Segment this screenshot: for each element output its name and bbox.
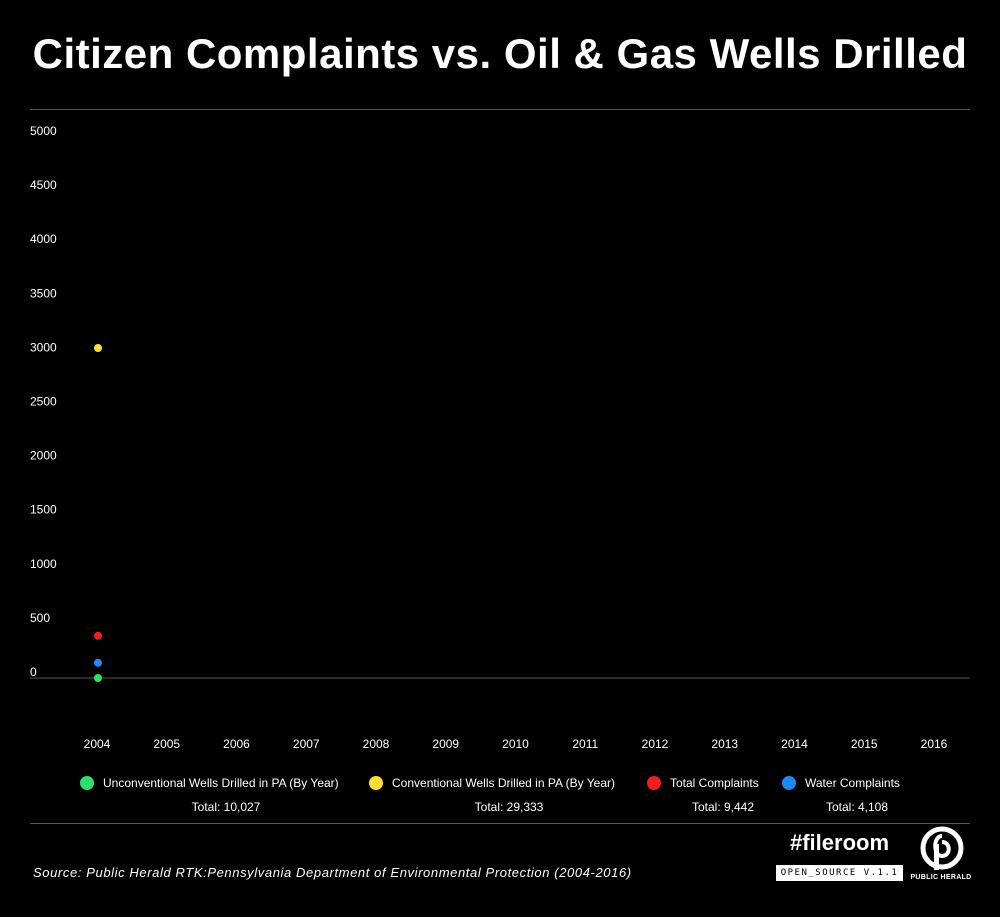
- data-point: [94, 343, 102, 352]
- title-divider: [30, 109, 970, 110]
- logo-wordmark: PUBLIC HERALD: [910, 874, 972, 881]
- y-tick-label: 4500: [30, 178, 57, 192]
- legend-label: Water Complaints: [805, 776, 900, 790]
- y-tick-label: 500: [30, 611, 50, 625]
- x-tick-label: 2015: [851, 737, 878, 751]
- legend-swatch: [80, 776, 94, 790]
- legend-swatch: [647, 776, 661, 790]
- x-tick-label: 2016: [921, 737, 948, 751]
- x-tick-label: 2005: [153, 737, 180, 751]
- legend-item: Total Complaints: [647, 776, 759, 790]
- data-point: [94, 658, 102, 667]
- source-note: Source: Public Herald RTK:Pennsylvania D…: [33, 865, 632, 880]
- legend-label: Unconventional Wells Drilled in PA (By Y…: [103, 776, 339, 790]
- public-herald-logo-icon: [920, 826, 964, 870]
- x-tick-label: 2006: [223, 737, 250, 751]
- legend-label: Conventional Wells Drilled in PA (By Yea…: [392, 776, 615, 790]
- legend-total: Total: 10,027: [191, 800, 261, 814]
- legend-total: Total: 4,108: [825, 800, 889, 814]
- legend-total: Total: 29,333: [474, 800, 544, 814]
- x-tick-label: 2013: [711, 737, 738, 751]
- fileroom-tag: #fileroom: [790, 830, 890, 855]
- data-point: [94, 674, 102, 682]
- x-tick-label: 2008: [363, 737, 390, 751]
- legend-swatch: [782, 776, 796, 790]
- x-tick-label: 2007: [293, 737, 320, 751]
- y-tick-label: 3000: [30, 340, 57, 354]
- y-tick-label: 5000: [30, 124, 57, 138]
- y-tick-label: 3500: [30, 286, 57, 300]
- chart-title: Citizen Complaints vs. Oil & Gas Wells D…: [32, 30, 968, 77]
- x-tick-label: 2014: [781, 737, 808, 751]
- x-tick-label: 2004: [84, 737, 111, 751]
- legend-label: Total Complaints: [670, 776, 759, 790]
- legend-total: Total: 9,442: [691, 800, 755, 814]
- version-badge: OPEN_SOURCE V.1.1: [776, 865, 903, 881]
- y-tick-label: 2000: [30, 449, 57, 463]
- data-point: [94, 631, 102, 640]
- y-tick-label: 1000: [30, 557, 57, 571]
- y-tick-label: 1500: [30, 503, 57, 517]
- y-tick-label: 2500: [30, 395, 57, 409]
- legend-item: Water Complaints: [782, 776, 900, 790]
- x-tick-label: 2010: [502, 737, 529, 751]
- x-tick-label: 2012: [642, 737, 669, 751]
- legend-item: Unconventional Wells Drilled in PA (By Y…: [80, 776, 339, 790]
- x-tick-label: 2011: [572, 737, 598, 751]
- y-tick-label: 4000: [30, 232, 57, 246]
- y-tick-label: 0: [30, 665, 37, 679]
- legend-item: Conventional Wells Drilled in PA (By Yea…: [369, 776, 615, 790]
- legend-divider: [30, 823, 970, 824]
- legend-swatch: [369, 776, 383, 790]
- chart-plot: 5000450040003500300025002000150010005000…: [30, 124, 970, 751]
- x-tick-label: 2009: [432, 737, 459, 751]
